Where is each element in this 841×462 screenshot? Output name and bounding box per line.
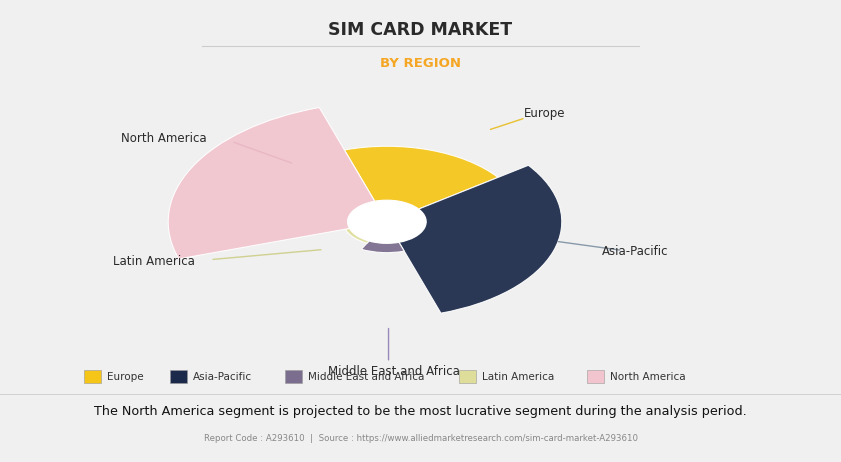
Text: North America: North America	[121, 132, 207, 145]
Text: Report Code : A293610  |  Source : https://www.alliedmarketresearch.com/sim-card: Report Code : A293610 | Source : https:/…	[204, 434, 637, 444]
FancyBboxPatch shape	[587, 370, 604, 383]
Text: Middle East and Africa: Middle East and Africa	[308, 371, 424, 382]
FancyBboxPatch shape	[84, 370, 101, 383]
Text: BY REGION: BY REGION	[380, 57, 461, 70]
Text: The North America segment is projected to be the most lucrative segment during t: The North America segment is projected t…	[94, 405, 747, 418]
Text: Middle East and Africa: Middle East and Africa	[328, 365, 459, 378]
Text: Europe: Europe	[524, 107, 566, 120]
Text: Asia-Pacific: Asia-Pacific	[193, 371, 251, 382]
Text: Europe: Europe	[107, 371, 144, 382]
Wedge shape	[346, 228, 369, 243]
Circle shape	[347, 200, 426, 243]
FancyBboxPatch shape	[170, 370, 187, 383]
Text: SIM CARD MARKET: SIM CARD MARKET	[329, 21, 512, 39]
Text: Latin America: Latin America	[113, 255, 195, 267]
Text: Asia-Pacific: Asia-Pacific	[601, 245, 669, 258]
Wedge shape	[344, 146, 498, 209]
Wedge shape	[168, 108, 375, 259]
Text: Latin America: Latin America	[482, 371, 554, 382]
FancyBboxPatch shape	[459, 370, 476, 383]
Wedge shape	[362, 241, 405, 253]
Text: North America: North America	[610, 371, 685, 382]
Wedge shape	[399, 165, 562, 313]
FancyBboxPatch shape	[285, 370, 302, 383]
